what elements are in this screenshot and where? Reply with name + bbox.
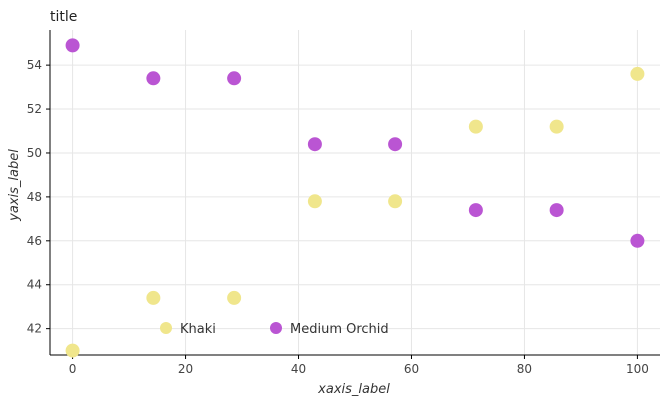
khaki-point	[549, 119, 564, 134]
y-axis-label: yaxis_label	[7, 149, 22, 222]
y-tick-label: 44	[27, 278, 42, 292]
medium-orchid-point	[549, 203, 564, 218]
x-tick-label: 0	[69, 362, 77, 376]
khaki-point	[227, 290, 242, 305]
medium-orchid-point	[307, 137, 322, 152]
x-tick-label: 20	[178, 362, 193, 376]
khaki-point	[468, 119, 483, 134]
legend-label-medium-orchid: Medium Orchid	[290, 322, 389, 337]
medium-orchid-point	[227, 71, 242, 86]
x-axis-label: xaxis_label	[317, 382, 390, 397]
medium-orchid-point	[388, 137, 403, 152]
khaki-point	[307, 194, 322, 209]
grid	[50, 30, 660, 355]
medium-orchid-point	[630, 233, 645, 248]
y-tick-label: 46	[27, 234, 42, 248]
y-tick-label: 52	[27, 102, 42, 116]
y-tick-label: 50	[27, 146, 42, 160]
y-tick-label: 42	[27, 322, 42, 336]
khaki-point	[388, 194, 403, 209]
tick-labels: 0 20 40 60 80 100 42 44 46 48 50 52 54	[27, 58, 649, 376]
x-tick-label: 40	[291, 362, 306, 376]
medium-orchid-point	[468, 203, 483, 218]
chart-title: title	[50, 9, 77, 25]
khaki-point	[630, 66, 645, 81]
y-tick-label: 54	[27, 58, 42, 72]
data-points	[65, 38, 645, 358]
x-tick-label: 80	[517, 362, 532, 376]
legend-marker-medium-orchid	[270, 322, 282, 334]
axes	[46, 30, 660, 359]
khaki-point	[65, 343, 80, 358]
x-tick-label: 100	[626, 362, 649, 376]
medium-orchid-point	[65, 38, 80, 53]
y-tick-label: 48	[27, 190, 42, 204]
khaki-point	[146, 290, 161, 305]
medium-orchid-point	[146, 71, 161, 86]
legend-label-khaki: Khaki	[180, 322, 216, 337]
legend-marker-khaki	[160, 322, 172, 334]
x-tick-label: 60	[404, 362, 419, 376]
legend: Khaki Medium Orchid	[160, 322, 389, 337]
